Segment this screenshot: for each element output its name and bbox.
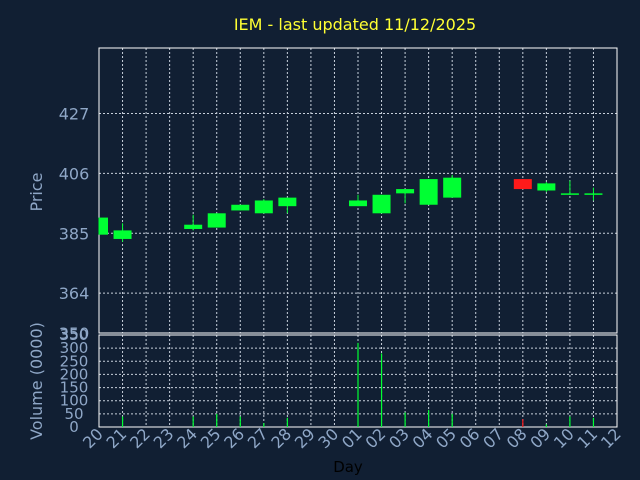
candle-body bbox=[513, 179, 532, 190]
volume-tick-label: 0 bbox=[69, 418, 79, 436]
candle-body bbox=[278, 197, 297, 207]
volume-tick-label: 100 bbox=[60, 392, 89, 410]
price-panel: 427 406 385 364 350 bbox=[59, 47, 618, 343]
candle-body bbox=[372, 194, 391, 214]
x-axis-label: Day bbox=[333, 458, 363, 476]
price-tick-label: 406 bbox=[59, 164, 90, 183]
volume-tick-label: 50 bbox=[64, 405, 83, 423]
candle-body bbox=[349, 200, 367, 207]
price-tick-label: 364 bbox=[59, 284, 90, 303]
candle-body bbox=[254, 200, 273, 214]
candle-body bbox=[396, 189, 415, 194]
candle bbox=[537, 181, 556, 192]
price-frame bbox=[98, 47, 618, 334]
candle bbox=[443, 174, 462, 198]
price-tick-label: 385 bbox=[59, 224, 90, 243]
x-tick-label: 12 bbox=[597, 424, 625, 452]
volume-tick-label: 350 bbox=[60, 326, 89, 344]
candle-body bbox=[184, 224, 203, 229]
volume-axis-label: Volume (0000) bbox=[27, 322, 46, 440]
candle bbox=[231, 204, 250, 211]
candle-body bbox=[584, 193, 603, 195]
candle-body bbox=[113, 230, 132, 239]
candle-body bbox=[207, 213, 226, 228]
candle-body bbox=[560, 193, 579, 195]
price-tick-label: 350 bbox=[59, 324, 90, 343]
volume-tick-label: 150 bbox=[60, 379, 89, 397]
candle bbox=[560, 180, 579, 195]
candle bbox=[207, 213, 226, 228]
price-axis-label: Price bbox=[27, 172, 46, 211]
volume-tick-label: 250 bbox=[60, 352, 89, 370]
candle-body bbox=[231, 204, 250, 211]
candle bbox=[113, 223, 132, 242]
candle-body bbox=[99, 217, 108, 235]
candle-body bbox=[419, 179, 438, 205]
candle-body bbox=[537, 183, 556, 191]
candle bbox=[584, 187, 603, 201]
price-tick-label: 427 bbox=[59, 105, 90, 124]
candle bbox=[372, 194, 391, 214]
candle bbox=[278, 197, 297, 214]
candle bbox=[349, 194, 367, 207]
volume-tick-label: 300 bbox=[60, 339, 89, 357]
candle bbox=[184, 214, 203, 231]
candle-body bbox=[443, 177, 462, 198]
chart-title: IEM - last updated 11/12/2025 bbox=[234, 15, 476, 34]
candle bbox=[419, 179, 438, 205]
candle bbox=[254, 199, 273, 214]
x-axis: 2021222324252627282930010203040506070809… bbox=[79, 424, 625, 452]
candle bbox=[396, 189, 415, 204]
candle bbox=[98, 217, 108, 235]
candle bbox=[513, 179, 532, 190]
volume-tick-label: 200 bbox=[60, 365, 89, 383]
